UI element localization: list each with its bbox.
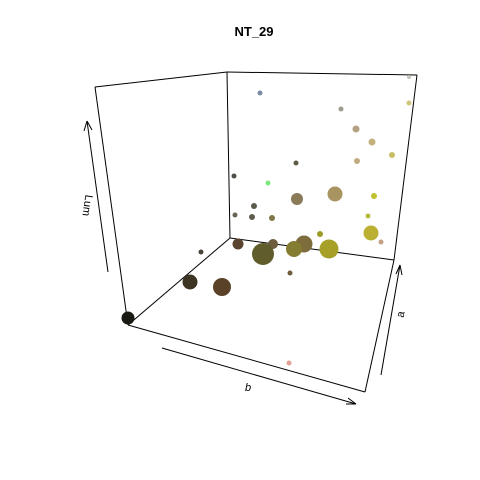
data-point <box>366 214 371 219</box>
data-points <box>122 75 412 366</box>
data-point <box>389 152 395 158</box>
data-point <box>266 181 271 186</box>
data-point <box>233 213 238 218</box>
data-point <box>328 187 343 202</box>
data-point <box>287 361 292 366</box>
data-point <box>213 278 231 296</box>
data-point <box>371 193 377 199</box>
data-point <box>183 275 198 290</box>
data-point <box>369 139 376 146</box>
data-point <box>407 75 411 79</box>
axis-a <box>381 265 402 375</box>
box-edge-top-right <box>227 72 417 75</box>
chart-title: NT_29 <box>234 24 273 39</box>
data-point <box>122 312 135 325</box>
data-point <box>353 126 360 133</box>
axis-label-b: b <box>245 382 251 394</box>
data-point <box>339 107 344 112</box>
data-point <box>354 158 360 164</box>
box-edge-top-left <box>95 72 227 87</box>
data-point <box>232 174 237 179</box>
axis-b <box>162 348 356 404</box>
data-point <box>286 241 302 257</box>
box-edge-back-floor-left <box>128 238 230 325</box>
data-point <box>407 101 412 106</box>
box-edge-front-left <box>95 87 128 325</box>
box-edge-right-vertical <box>394 75 417 260</box>
data-point <box>258 91 263 96</box>
data-point <box>317 231 323 237</box>
data-point <box>252 243 274 265</box>
axis-label-a: a <box>395 310 408 319</box>
data-point <box>320 240 339 259</box>
data-point <box>379 240 384 245</box>
axis-label-lum: Lum <box>80 194 95 217</box>
data-point <box>269 215 275 221</box>
data-point <box>288 271 293 276</box>
data-point <box>291 193 303 205</box>
data-point <box>249 214 255 220</box>
data-point <box>233 239 244 250</box>
data-point <box>294 161 299 166</box>
data-point <box>364 226 379 241</box>
data-point <box>251 203 257 209</box>
box-edge-back-vertical <box>227 72 230 238</box>
data-point <box>199 250 204 255</box>
